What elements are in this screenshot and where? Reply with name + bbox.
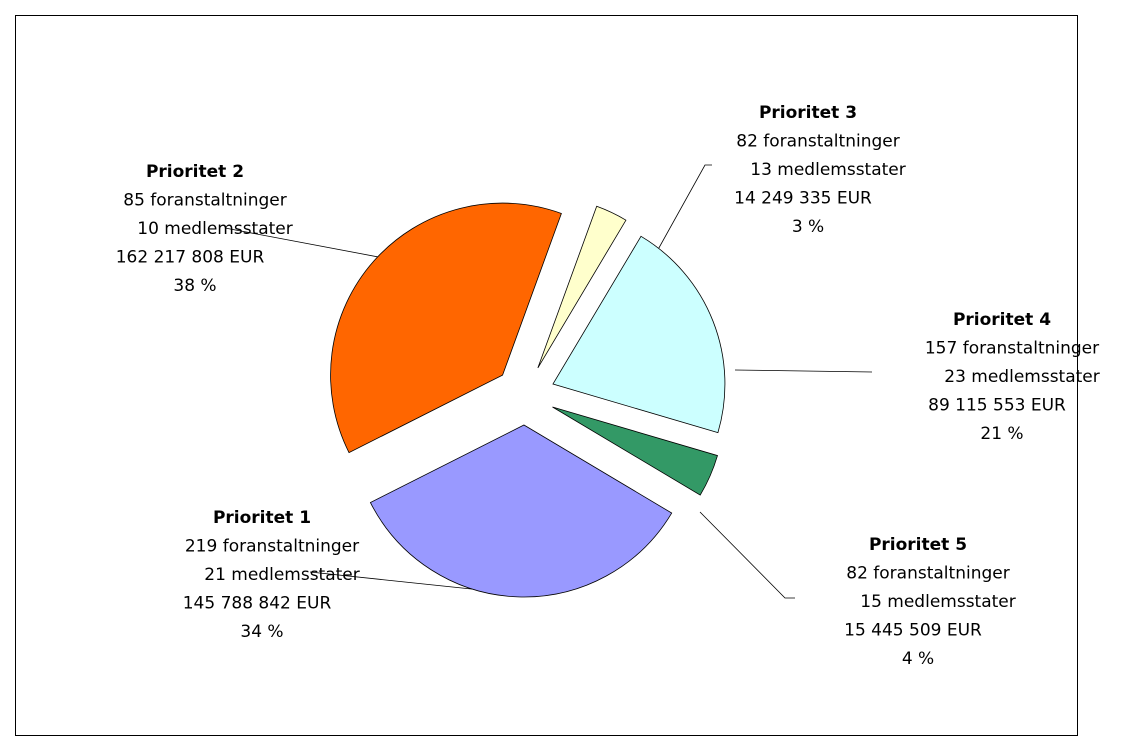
slice-label-name: Prioritet 5 — [869, 535, 967, 555]
slice-label-detail: 85 foranstaltninger — [123, 191, 286, 211]
slice-value-label: 38 % — [173, 276, 216, 296]
slice-value-label: 4 % — [902, 649, 934, 669]
slice-label-detail: 145 788 842 EUR — [183, 594, 332, 614]
slice-label-detail: 23 medlemsstater — [944, 367, 1100, 387]
slice-label-name: Prioritet 1 — [213, 508, 311, 528]
slice-label-name: Prioritet 2 — [146, 162, 244, 182]
slice-label-name: Prioritet 4 — [953, 310, 1051, 330]
slice-label-detail: 162 217 808 EUR — [116, 248, 265, 268]
slice-label-detail: 157 foranstaltninger — [925, 339, 1099, 359]
slice-label-detail: 89 115 553 EUR — [928, 396, 1066, 416]
slice-label-detail: 82 foranstaltninger — [846, 564, 1009, 584]
slice-label-detail: 10 medlemsstater — [137, 219, 293, 239]
leader-line — [699, 511, 795, 599]
slice-label-detail: 14 249 335 EUR — [734, 189, 872, 209]
pie-slice — [552, 406, 718, 496]
slice-label-name: Prioritet 3 — [759, 103, 857, 123]
slice-label-detail: 15 445 509 EUR — [844, 621, 982, 641]
leader-line — [734, 369, 873, 373]
pie-slice — [369, 424, 673, 598]
pie-slice — [552, 235, 726, 434]
pie-slice — [537, 205, 627, 369]
slice-value-label: 3 % — [792, 217, 824, 237]
slice-label-detail: 21 medlemsstater — [204, 565, 360, 585]
slice-label-detail: 15 medlemsstater — [860, 592, 1016, 612]
chart-border — [15, 15, 1078, 736]
slice-value-label: 21 % — [980, 424, 1023, 444]
leader-line — [224, 227, 406, 263]
leader-line — [309, 571, 501, 593]
slice-value-label: 34 % — [240, 622, 283, 642]
slice-label-detail: 13 medlemsstater — [750, 160, 906, 180]
leader-line — [654, 164, 712, 256]
slice-label-detail: 82 foranstaltninger — [736, 132, 899, 152]
slice-label-detail: 219 foranstaltninger — [185, 537, 359, 557]
pie-slice — [330, 202, 562, 454]
